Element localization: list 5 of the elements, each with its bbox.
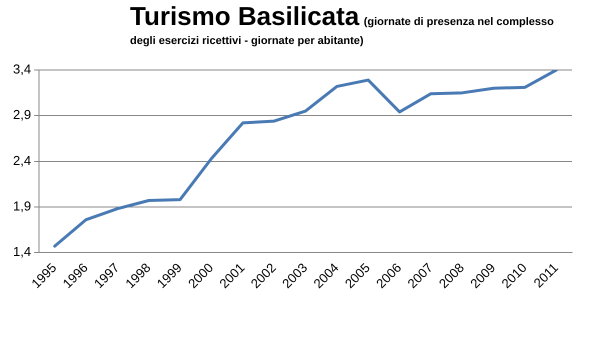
y-tick-label: 2,9 bbox=[12, 107, 32, 122]
y-tick-label: 3,4 bbox=[12, 62, 32, 77]
y-tick-label: 1,4 bbox=[12, 244, 32, 260]
y-tick-label: 1,9 bbox=[12, 198, 32, 214]
y-tick-label: 2,4 bbox=[12, 152, 32, 168]
